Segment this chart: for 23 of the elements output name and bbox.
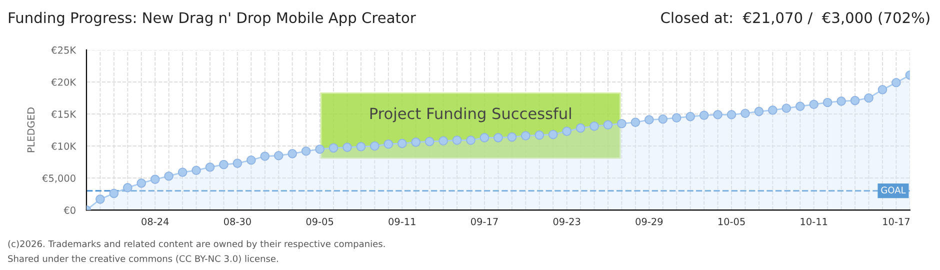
x-tick-label: 09-23 [553, 218, 580, 226]
chart-subtitle: Closed at: €21,070 / €3,000 (702%) [661, 12, 930, 25]
y-tick-label: €0 [64, 206, 76, 214]
y-tick-label: €15K [51, 110, 76, 118]
x-tick-label: 10-11 [800, 218, 828, 226]
y-tick-label: €20K [51, 78, 76, 86]
chart-title: Funding Progress: New Drag n' Drop Mobile App Creator [8, 12, 416, 26]
x-tick-label: 10-17 [883, 218, 910, 226]
x-tick-label: 09-05 [306, 218, 334, 226]
x-tick-label: 09-17 [470, 218, 498, 226]
annotation: Project Funding Successful [370, 107, 571, 122]
y-tick-label: €5,000 [42, 174, 76, 183]
x-tick-label: 09-29 [636, 218, 663, 226]
ref-line-label: GOAL [881, 186, 906, 194]
y-tick-label: €25K [51, 46, 76, 54]
x-tick-label: 10-05 [718, 218, 745, 226]
y-tick-label: €10K [51, 142, 76, 150]
x-tick-label: 09-11 [388, 218, 416, 226]
y-axis-title: PLEDGED [27, 108, 35, 152]
text: (c)2026. Trademarks and related content are owned by their respective companies. [8, 240, 385, 249]
x-tick-label: 08-30 [224, 218, 251, 226]
x-tick-label: 08-24 [142, 218, 169, 226]
text: Shared under the creative commons (CC BY-NC 3.0) license. [8, 255, 278, 264]
